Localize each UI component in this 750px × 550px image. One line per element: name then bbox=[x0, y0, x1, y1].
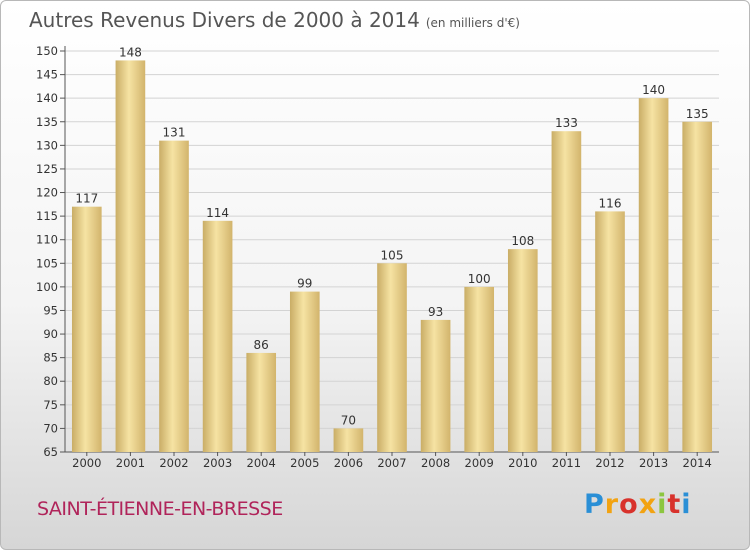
y-tick-label: 140 bbox=[36, 91, 58, 105]
bar-value-label: 116 bbox=[599, 196, 622, 210]
y-tick-label: 150 bbox=[36, 44, 58, 58]
bar bbox=[71, 206, 102, 452]
y-tick-label: 105 bbox=[36, 256, 58, 270]
x-tick-label: 2012 bbox=[595, 456, 624, 470]
y-tick-label: 115 bbox=[36, 209, 58, 223]
bar bbox=[333, 428, 364, 452]
bar bbox=[115, 60, 146, 452]
chart-title-unit: (en milliers d'€) bbox=[425, 16, 520, 30]
y-tick-label: 65 bbox=[43, 445, 58, 459]
x-tick-label: 2003 bbox=[203, 456, 232, 470]
bar-value-label: 100 bbox=[468, 272, 491, 286]
y-tick-label: 120 bbox=[36, 186, 58, 200]
x-tick-label: 2010 bbox=[508, 456, 537, 470]
bar-value-label: 99 bbox=[297, 277, 312, 291]
x-tick-label: 2008 bbox=[421, 456, 450, 470]
y-tick-label: 100 bbox=[36, 280, 58, 294]
logo-letter: P bbox=[584, 489, 605, 520]
x-tick-label: 2001 bbox=[116, 456, 145, 470]
bar bbox=[202, 220, 233, 452]
y-tick-label: 70 bbox=[43, 421, 58, 435]
bar-value-label: 135 bbox=[686, 107, 709, 121]
logo-letter: x bbox=[638, 489, 658, 520]
x-tick-label: 2014 bbox=[683, 456, 712, 470]
bar bbox=[551, 131, 582, 452]
x-tick-label: 2004 bbox=[247, 456, 276, 470]
bar bbox=[638, 98, 669, 453]
x-tick-label: 2002 bbox=[159, 456, 188, 470]
bar-value-label: 131 bbox=[163, 126, 186, 140]
bar bbox=[420, 319, 451, 452]
x-tick-label: 2006 bbox=[334, 456, 363, 470]
y-tick-label: 145 bbox=[36, 68, 58, 82]
bar-value-label: 117 bbox=[75, 192, 98, 206]
data-labels: 117 148 131 114 86 99 70 105 93 100 108 133 116 140 13… bbox=[75, 45, 708, 427]
bar bbox=[507, 249, 538, 452]
chart-title-main: Autres Revenus Divers de 2000 à 2014 bbox=[29, 8, 420, 32]
proxiti-logo[interactable]: Proxiti bbox=[584, 489, 692, 520]
logo-letter: t bbox=[667, 489, 682, 520]
y-tick-label: 85 bbox=[43, 351, 58, 365]
x-tick-label: 2007 bbox=[377, 456, 406, 470]
logo-letter: o bbox=[619, 489, 639, 520]
y-tick-label: 95 bbox=[43, 303, 58, 317]
bar-value-label: 140 bbox=[642, 83, 665, 97]
logo-letter: r bbox=[604, 489, 620, 520]
x-tick-label: 2013 bbox=[639, 456, 668, 470]
bar-value-label: 93 bbox=[428, 305, 443, 319]
logo-letter: i bbox=[657, 489, 668, 520]
bar bbox=[464, 286, 495, 452]
bar bbox=[595, 211, 625, 452]
bar-value-label: 108 bbox=[511, 234, 534, 248]
bar-value-label: 105 bbox=[381, 248, 404, 262]
x-tick-label: 2000 bbox=[72, 456, 101, 470]
bars bbox=[71, 60, 713, 453]
y-tick-label: 75 bbox=[43, 398, 58, 412]
bar bbox=[289, 291, 320, 452]
x-tick-label: 2009 bbox=[465, 456, 494, 470]
location-name: SAINT-ÉTIENNE-EN-BRESSE bbox=[37, 498, 283, 520]
y-tick-label: 130 bbox=[36, 138, 58, 152]
bar-value-label: 133 bbox=[555, 116, 578, 130]
logo-letter: i bbox=[681, 489, 692, 520]
bar bbox=[377, 263, 407, 452]
bar-value-label: 148 bbox=[119, 45, 142, 59]
bar-value-label: 114 bbox=[206, 206, 229, 220]
bar bbox=[246, 352, 277, 452]
y-tick-label: 80 bbox=[43, 374, 58, 388]
y-tick-label: 110 bbox=[36, 233, 58, 247]
bar-value-label: 70 bbox=[341, 413, 356, 427]
bar bbox=[159, 140, 189, 452]
x-tick-label: 2005 bbox=[290, 456, 319, 470]
y-tick-label: 125 bbox=[36, 162, 58, 176]
x-tick-label: 2011 bbox=[552, 456, 581, 470]
y-tick-label: 90 bbox=[43, 327, 58, 341]
y-tick-label: 135 bbox=[36, 115, 58, 129]
bar-value-label: 86 bbox=[254, 338, 269, 352]
bar bbox=[682, 121, 713, 452]
chart-title: Autres Revenus Divers de 2000 à 2014 (en … bbox=[29, 8, 520, 32]
